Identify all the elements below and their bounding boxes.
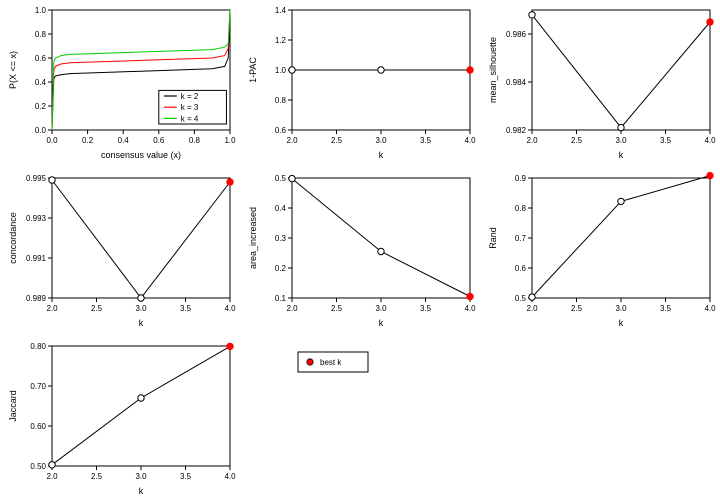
- svg-text:4.0: 4.0: [464, 304, 476, 313]
- svg-text:Jaccard: Jaccard: [8, 390, 18, 422]
- svg-text:0.2: 0.2: [35, 102, 47, 111]
- panel-jaccard: 2.0 2.5 3.0 3.5 4.0 0.50 0.60 0.70 0.80 k Jaccard: [0, 336, 240, 504]
- svg-text:1.4: 1.4: [275, 6, 287, 15]
- svg-text:3.5: 3.5: [180, 304, 192, 313]
- svg-text:k = 3: k = 3: [181, 103, 199, 112]
- svg-text:P(X <= x): P(X <= x): [8, 51, 18, 89]
- svg-text:3.5: 3.5: [180, 472, 192, 481]
- svg-text:2.5: 2.5: [91, 304, 103, 313]
- svg-text:3.5: 3.5: [420, 304, 432, 313]
- svg-text:0.4: 0.4: [35, 78, 47, 87]
- svg-text:0.80: 0.80: [30, 342, 46, 351]
- svg-text:4.0: 4.0: [704, 136, 716, 145]
- svg-text:0.50: 0.50: [30, 462, 46, 471]
- svg-text:k: k: [619, 150, 624, 160]
- svg-text:3.0: 3.0: [135, 472, 147, 481]
- svg-text:0.4: 0.4: [275, 204, 287, 213]
- svg-text:k = 2: k = 2: [181, 92, 199, 101]
- svg-text:2.5: 2.5: [571, 304, 583, 313]
- svg-text:k: k: [139, 318, 144, 328]
- svg-text:1.0: 1.0: [275, 66, 287, 75]
- svg-text:0.993: 0.993: [26, 214, 47, 223]
- svg-text:2.0: 2.0: [526, 136, 538, 145]
- svg-text:0.0: 0.0: [35, 126, 47, 135]
- panel-area-increased: 2.0 2.5 3.0 3.5 4.0 0.1 0.2 0.3 0.4 0.5 k area_incr…: [240, 168, 480, 336]
- svg-text:best k: best k: [320, 358, 342, 367]
- svg-text:k = 4: k = 4: [181, 114, 199, 123]
- svg-text:0.986: 0.986: [506, 30, 527, 39]
- svg-text:0.982: 0.982: [506, 126, 527, 135]
- svg-text:Rand: Rand: [488, 227, 498, 249]
- svg-text:0.8: 0.8: [515, 204, 527, 213]
- svg-text:2.5: 2.5: [331, 304, 343, 313]
- svg-text:2.5: 2.5: [331, 136, 343, 145]
- panel-mean-silhouette: 2.0 2.5 3.0 3.5 4.0 0.982 0.984 0.986 k mean_silh…: [480, 0, 720, 168]
- svg-text:3.0: 3.0: [615, 136, 627, 145]
- svg-text:2.5: 2.5: [91, 472, 103, 481]
- svg-text:2.0: 2.0: [286, 136, 298, 145]
- svg-text:0.5: 0.5: [275, 174, 287, 183]
- svg-text:0.991: 0.991: [26, 254, 47, 263]
- svg-text:0.6: 0.6: [153, 136, 165, 145]
- panel-rand: 2.0 2.5 3.0 3.5 4.0 0.5 0.6 0.7 0.8 0.9 k Rand: [480, 168, 720, 336]
- svg-text:0.995: 0.995: [26, 174, 47, 183]
- svg-text:3.5: 3.5: [660, 304, 672, 313]
- svg-text:0.60: 0.60: [30, 422, 46, 431]
- svg-text:4.0: 4.0: [224, 304, 236, 313]
- svg-text:concordance: concordance: [8, 212, 18, 264]
- panel-concordance: 2.0 2.5 3.0 3.5 4.0 0.989 0.991 0.993 0.995 k conc…: [0, 168, 240, 336]
- svg-text:2.0: 2.0: [46, 472, 58, 481]
- svg-text:k: k: [379, 150, 384, 160]
- svg-text:0.984: 0.984: [506, 78, 527, 87]
- svg-text:4.0: 4.0: [704, 304, 716, 313]
- svg-text:0.989: 0.989: [26, 294, 47, 303]
- chart-grid: 0.0 0.2 0.4 0.6 0.8 1.0 0.0 0.2 0.4 0.6 0.8 1.0 cons…: [0, 0, 720, 504]
- svg-text:0.9: 0.9: [515, 174, 527, 183]
- svg-text:2.0: 2.0: [526, 304, 538, 313]
- svg-text:3.0: 3.0: [375, 304, 387, 313]
- panel-1-pac: 2.0 2.5 3.0 3.5 4.0 0.6 0.8 1.0 1.2 1.4 k 1-PAC: [240, 0, 480, 168]
- svg-text:0.7: 0.7: [515, 234, 527, 243]
- svg-text:k: k: [619, 318, 624, 328]
- svg-text:area_increased: area_increased: [248, 207, 258, 269]
- svg-text:0.3: 0.3: [275, 234, 287, 243]
- svg-text:3.0: 3.0: [615, 304, 627, 313]
- svg-text:3.0: 3.0: [375, 136, 387, 145]
- panel-bestk-legend: best k: [240, 336, 480, 504]
- svg-text:1.2: 1.2: [275, 36, 287, 45]
- svg-text:1.0: 1.0: [224, 136, 236, 145]
- svg-text:0.4: 0.4: [118, 136, 130, 145]
- svg-text:2.0: 2.0: [46, 304, 58, 313]
- svg-text:3.5: 3.5: [660, 136, 672, 145]
- svg-text:0.2: 0.2: [275, 264, 287, 273]
- svg-text:0.1: 0.1: [275, 294, 287, 303]
- svg-text:3.5: 3.5: [420, 136, 432, 145]
- svg-text:0.70: 0.70: [30, 382, 46, 391]
- panel-empty: [480, 336, 720, 504]
- svg-text:consensus value (x): consensus value (x): [101, 150, 181, 160]
- svg-text:3.0: 3.0: [135, 304, 147, 313]
- svg-text:1.0: 1.0: [35, 6, 47, 15]
- svg-text:k: k: [379, 318, 384, 328]
- svg-text:2.0: 2.0: [286, 304, 298, 313]
- svg-text:0.6: 0.6: [35, 54, 47, 63]
- svg-text:1-PAC: 1-PAC: [248, 57, 258, 83]
- svg-text:4.0: 4.0: [224, 472, 236, 481]
- svg-text:0.8: 0.8: [275, 96, 287, 105]
- svg-text:k: k: [139, 486, 144, 496]
- svg-text:2.5: 2.5: [571, 136, 583, 145]
- svg-text:0.6: 0.6: [275, 126, 287, 135]
- svg-text:4.0: 4.0: [464, 136, 476, 145]
- svg-text:0.8: 0.8: [35, 30, 47, 39]
- svg-text:0.5: 0.5: [515, 294, 527, 303]
- svg-text:mean_silhouette: mean_silhouette: [488, 37, 498, 103]
- panel-cdf: 0.0 0.2 0.4 0.6 0.8 1.0 0.0 0.2 0.4 0.6 0.8 1.0 cons…: [0, 0, 240, 168]
- svg-text:0.6: 0.6: [515, 264, 527, 273]
- svg-text:0.8: 0.8: [189, 136, 201, 145]
- svg-text:0.0: 0.0: [46, 136, 58, 145]
- svg-text:0.2: 0.2: [82, 136, 94, 145]
